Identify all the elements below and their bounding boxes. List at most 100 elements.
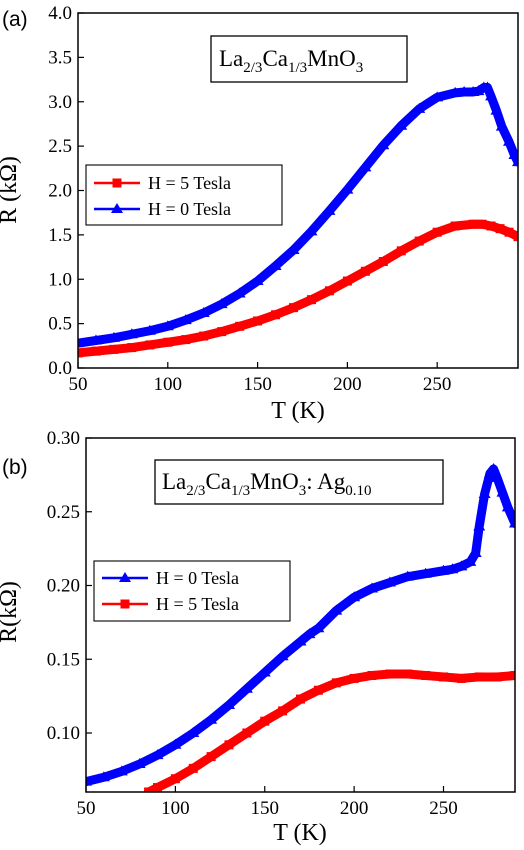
a-point-h-0-tesla: [395, 119, 408, 130]
a-point-h-0-tesla: [287, 243, 300, 254]
b-point-h-0-tesla: [187, 727, 200, 737]
a-point-h-5-tesla: [504, 227, 514, 237]
a-point-h-0-tesla: [143, 324, 156, 335]
b-point-h-0-tesla: [487, 462, 500, 473]
b-series-line-h-5-tesla: [144, 669, 515, 792]
b-point-h-0-tesla: [401, 570, 414, 581]
a-x-tick-label: 100: [154, 374, 183, 395]
b-point-h-0-tesla: [223, 698, 235, 709]
a-compound-formula: La2/3Ca1/3MnO3: [219, 46, 363, 76]
a-x-tick-label: 150: [243, 374, 272, 395]
b-legend-label-0tesla: H = 0 Tesla: [156, 568, 239, 588]
b-point-h-0-tesla: [455, 560, 468, 571]
a-y-tick-label: 1.0: [48, 269, 72, 290]
a-point-h-5-tesla: [360, 266, 370, 276]
a-point-h-0-tesla: [161, 320, 174, 331]
a-legend-item-0tesla: H = 0 Tesla: [94, 199, 231, 219]
a-x-tick-label: 250: [423, 374, 452, 395]
a-y-tick-label: 1.5: [48, 225, 72, 246]
b-y-tick-label: 0.15: [47, 649, 80, 670]
a-point-h-0-tesla: [377, 139, 390, 150]
b-point-h-5-tesla: [349, 673, 359, 683]
a-point-h-0-tesla: [503, 135, 516, 146]
a-y-tick-label: 2.5: [48, 136, 72, 157]
b-point-h-0-tesla: [169, 738, 182, 749]
a-point-h-5-tesla: [91, 346, 101, 356]
a-point-h-5-tesla: [271, 310, 281, 320]
a-point-h-5-tesla: [145, 340, 155, 350]
a-point-h-0-tesla: [305, 225, 318, 236]
a-point-h-0-tesla: [125, 328, 138, 339]
b-x-tick-label: 100: [161, 798, 190, 819]
a-compound-box: La2/3Ca1/3MnO3: [210, 35, 408, 83]
a-point-h-0-tesla: [233, 287, 246, 298]
a-y-axis-title: R (kΩ): [0, 156, 22, 224]
a-point-h-0-tesla: [481, 81, 494, 92]
a-point-h-0-tesla: [495, 120, 508, 131]
b-point-h-0-tesla: [133, 757, 146, 768]
a-point-h-5-tesla: [306, 295, 316, 305]
a-point-h-0-tesla: [215, 298, 228, 309]
b-point-h-5-tesla: [510, 670, 515, 680]
a-point-h-5-tesla: [324, 286, 334, 296]
a-x-axis-title: T (K): [271, 398, 325, 424]
b-point-h-5-tesla: [331, 678, 341, 688]
b-legend-label-5tesla: H = 5 Tesla: [156, 594, 239, 614]
b-legend-marker-5tesla: [120, 599, 130, 609]
b-x-axis-title: T (K): [273, 820, 327, 846]
a-point-h-5-tesla: [468, 219, 478, 229]
a-point-h-0-tesla: [472, 85, 485, 96]
a-point-h-0-tesla: [179, 314, 192, 325]
b-series-layer: [86, 462, 515, 792]
b-point-h-5-tesla: [260, 716, 270, 726]
a-point-h-0-tesla: [512, 156, 518, 167]
b-point-h-0-tesla: [383, 576, 396, 587]
b-compound-formula: La2/3Ca1/3MnO3: Ag0.10: [162, 469, 371, 499]
a-point-h-0-tesla: [197, 306, 210, 317]
b-point-h-0-tesla: [330, 604, 343, 615]
b-point-h-5-tesla: [206, 752, 216, 762]
b-legend-marker-0tesla: [119, 572, 131, 582]
a-y-tick-label: 0.5: [48, 314, 72, 335]
b-point-h-0-tesla: [86, 775, 92, 786]
b-legend-item-0tesla: H = 0 Tesla: [102, 568, 239, 588]
a-point-h-0-tesla: [485, 90, 498, 101]
b-point-h-5-tesla: [367, 670, 377, 680]
b-series-line-h-0-tesla: [86, 464, 515, 787]
b-compound-box: La2/3Ca1/3MnO3: Ag0.10: [154, 459, 444, 505]
b-x-tick-label: 200: [340, 798, 369, 819]
a-point-h-0-tesla: [449, 86, 462, 97]
a-point-h-0-tesla: [323, 204, 336, 215]
a-x-tick-label: 50: [69, 374, 88, 395]
a-point-h-0-tesla: [341, 183, 354, 194]
a-point-h-5-tesla: [163, 337, 173, 347]
b-x-tick-label: 150: [251, 798, 280, 819]
b-point-h-5-tesla: [439, 672, 448, 682]
a-legend-frame: [85, 164, 283, 226]
a-point-h-5-tesla: [78, 348, 83, 358]
a-legend-marker-5tesla: [112, 178, 122, 188]
b-point-h-5-tesla: [474, 672, 484, 682]
a-point-h-0-tesla: [413, 102, 426, 113]
b-point-h-0-tesla: [501, 501, 514, 512]
a-y-tick-label: 2.0: [48, 181, 72, 202]
b-point-h-5-tesla: [456, 673, 466, 683]
b-point-h-0-tesla: [276, 650, 289, 661]
b-y-tick-label: 0.30: [47, 428, 80, 449]
b-y-axis-title: R(kΩ): [0, 581, 22, 643]
panel-label-b: (b): [2, 456, 28, 479]
b-ticks: 50 100 150 200 250 0.10 0.15 0.20 0.25 0.30: [47, 428, 458, 819]
a-point-h-5-tesla: [181, 335, 191, 345]
a-legend-item-5tesla: H = 5 Tesla: [94, 173, 231, 193]
b-point-h-5-tesla: [492, 672, 502, 682]
a-point-h-0-tesla: [359, 161, 372, 172]
a-point-h-5-tesla: [486, 221, 496, 231]
panel-label-a: (a): [2, 8, 28, 31]
b-point-h-0-tesla: [366, 582, 378, 593]
a-point-h-5-tesla: [414, 236, 424, 246]
a-point-h-5-tesla: [342, 276, 352, 286]
a-point-h-0-tesla: [107, 331, 120, 342]
a-point-h-5-tesla: [235, 321, 245, 331]
b-point-h-0-tesla: [97, 771, 110, 782]
